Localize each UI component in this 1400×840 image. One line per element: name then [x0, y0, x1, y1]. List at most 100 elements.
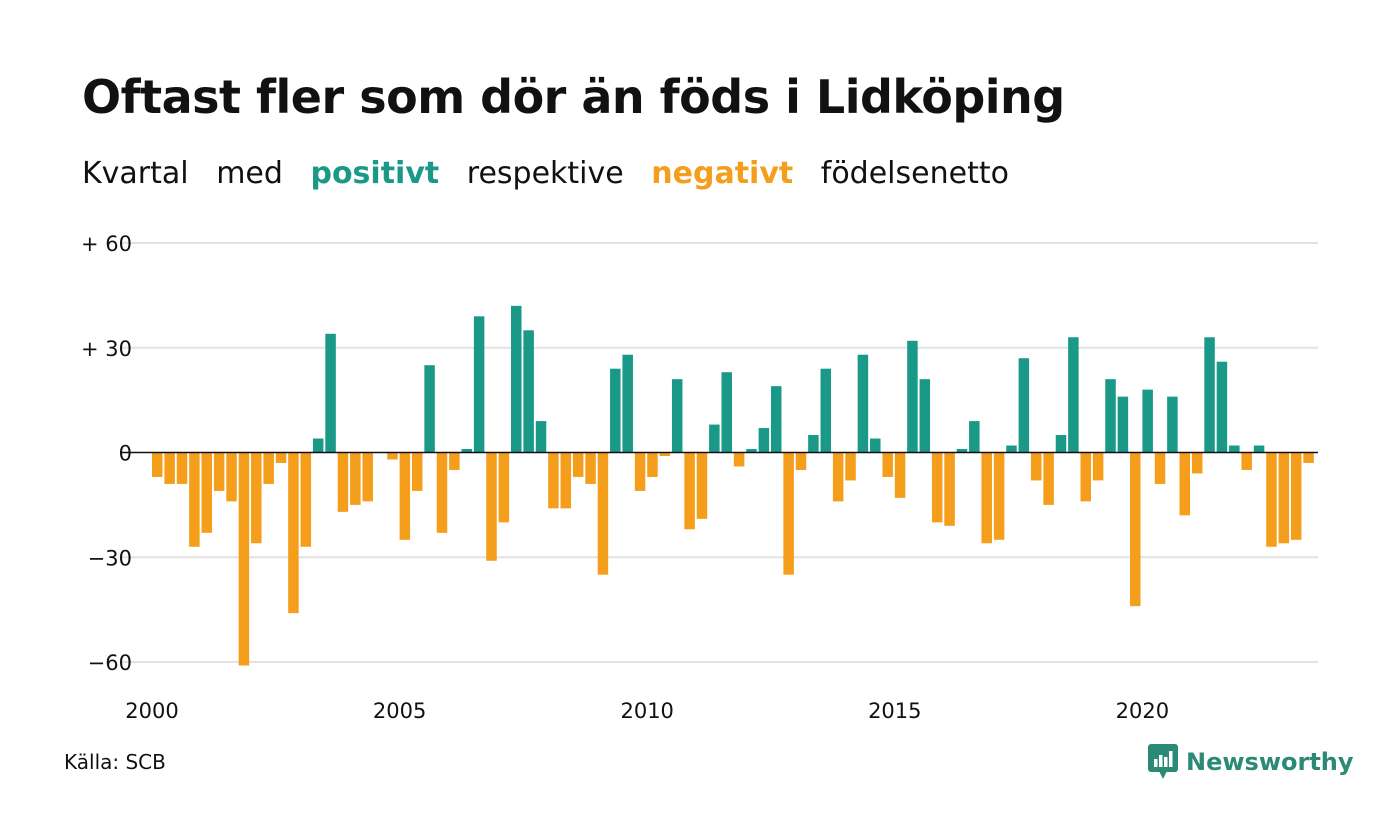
bar: [535, 421, 547, 453]
bar: [622, 354, 633, 453]
bar: [1229, 445, 1240, 453]
chart-title: Oftast fler som dör än föds i Lidköping: [82, 70, 1065, 124]
bar: [337, 452, 349, 512]
bar: [1030, 452, 1042, 481]
brand-name: Newsworthy: [1186, 748, 1354, 776]
bar: [684, 452, 695, 530]
bar: [461, 449, 472, 453]
bar: [473, 316, 485, 453]
bar: [152, 452, 163, 477]
bar: [312, 438, 324, 453]
bars: [152, 305, 1314, 666]
bar: [399, 452, 411, 540]
bar: [449, 452, 460, 470]
bar: [350, 452, 361, 505]
bar: [1290, 452, 1302, 540]
bar: [325, 333, 336, 453]
bar: [956, 449, 968, 453]
bar: [1241, 452, 1252, 470]
bar: [931, 452, 943, 523]
bar: [721, 372, 732, 453]
bar: [300, 452, 312, 547]
bar: [1179, 452, 1191, 516]
y-tick-label: −60: [88, 651, 132, 675]
bar: [1068, 337, 1079, 453]
bar: [733, 452, 745, 467]
bar: [771, 386, 782, 453]
bar: [226, 452, 237, 502]
bar: [832, 452, 844, 502]
bar: [610, 368, 621, 453]
bar: [659, 452, 671, 456]
bar: [585, 452, 596, 484]
bar: [572, 452, 584, 477]
subtitle-word-fodelsenetto: födelsenetto: [820, 156, 1009, 191]
bar: [746, 449, 757, 453]
bar: [263, 452, 274, 484]
bar: [671, 379, 683, 453]
bar: [758, 428, 770, 453]
bar: [560, 452, 572, 509]
bar: [511, 305, 522, 453]
bar: [164, 452, 175, 484]
bar: [783, 452, 794, 575]
bar: [1216, 361, 1228, 453]
bar: [1167, 396, 1178, 453]
bar: [845, 452, 856, 481]
bar: [647, 452, 658, 477]
x-axis-ticks: 2000 2005 2010 2015 2020: [125, 699, 1169, 723]
subtitle-negative: negativt: [651, 156, 794, 191]
bar: [238, 452, 250, 666]
subtitle-word-med: med: [216, 156, 283, 191]
bar: [436, 452, 448, 533]
newsworthy-logo-icon: [1148, 744, 1178, 779]
bar: [597, 452, 609, 575]
subtitle-word-respektive: respektive: [466, 156, 624, 191]
bar: [870, 438, 881, 453]
bar: [894, 452, 906, 498]
bar: [634, 452, 646, 491]
bar: [201, 452, 213, 533]
bar: [1303, 452, 1314, 463]
bar: [411, 452, 423, 491]
bar: [1142, 389, 1153, 453]
x-tick-label: 2005: [373, 699, 426, 723]
y-tick-label: −30: [88, 546, 132, 570]
bar: [523, 330, 534, 453]
bar: [1253, 445, 1265, 453]
bar: [424, 365, 435, 453]
chart-subtitle: Kvartal med positivt respektive negativt…: [82, 156, 1027, 191]
bar: [993, 452, 1005, 540]
x-tick-label: 2015: [868, 699, 921, 723]
bar: [387, 452, 398, 460]
bar: [1278, 452, 1290, 544]
bar: [944, 452, 955, 526]
subtitle-word-kvartal: Kvartal: [82, 156, 189, 191]
y-tick-label: + 60: [81, 232, 132, 256]
y-tick-label: 0: [119, 442, 132, 466]
bar: [548, 452, 559, 509]
x-tick-label: 2020: [1116, 699, 1169, 723]
bar: [1006, 445, 1017, 453]
bar: [1018, 358, 1030, 453]
bar: [213, 452, 225, 491]
bar: [362, 452, 373, 502]
subtitle-positive: positivt: [310, 156, 440, 191]
bar: [1204, 337, 1215, 453]
bar: [696, 452, 708, 519]
bar: [808, 435, 819, 453]
x-tick-label: 2000: [125, 699, 178, 723]
bar: [857, 354, 869, 453]
source-note: Källa: SCB: [64, 750, 166, 774]
bar: [498, 452, 510, 523]
brand-logo: Newsworthy: [1148, 744, 1354, 780]
bar: [486, 452, 497, 561]
bar: [882, 452, 893, 477]
bar: [907, 340, 918, 453]
bar: [981, 452, 992, 544]
bar: [251, 452, 262, 544]
bar: [919, 379, 931, 453]
bar: [969, 421, 980, 453]
bar: [176, 452, 188, 484]
